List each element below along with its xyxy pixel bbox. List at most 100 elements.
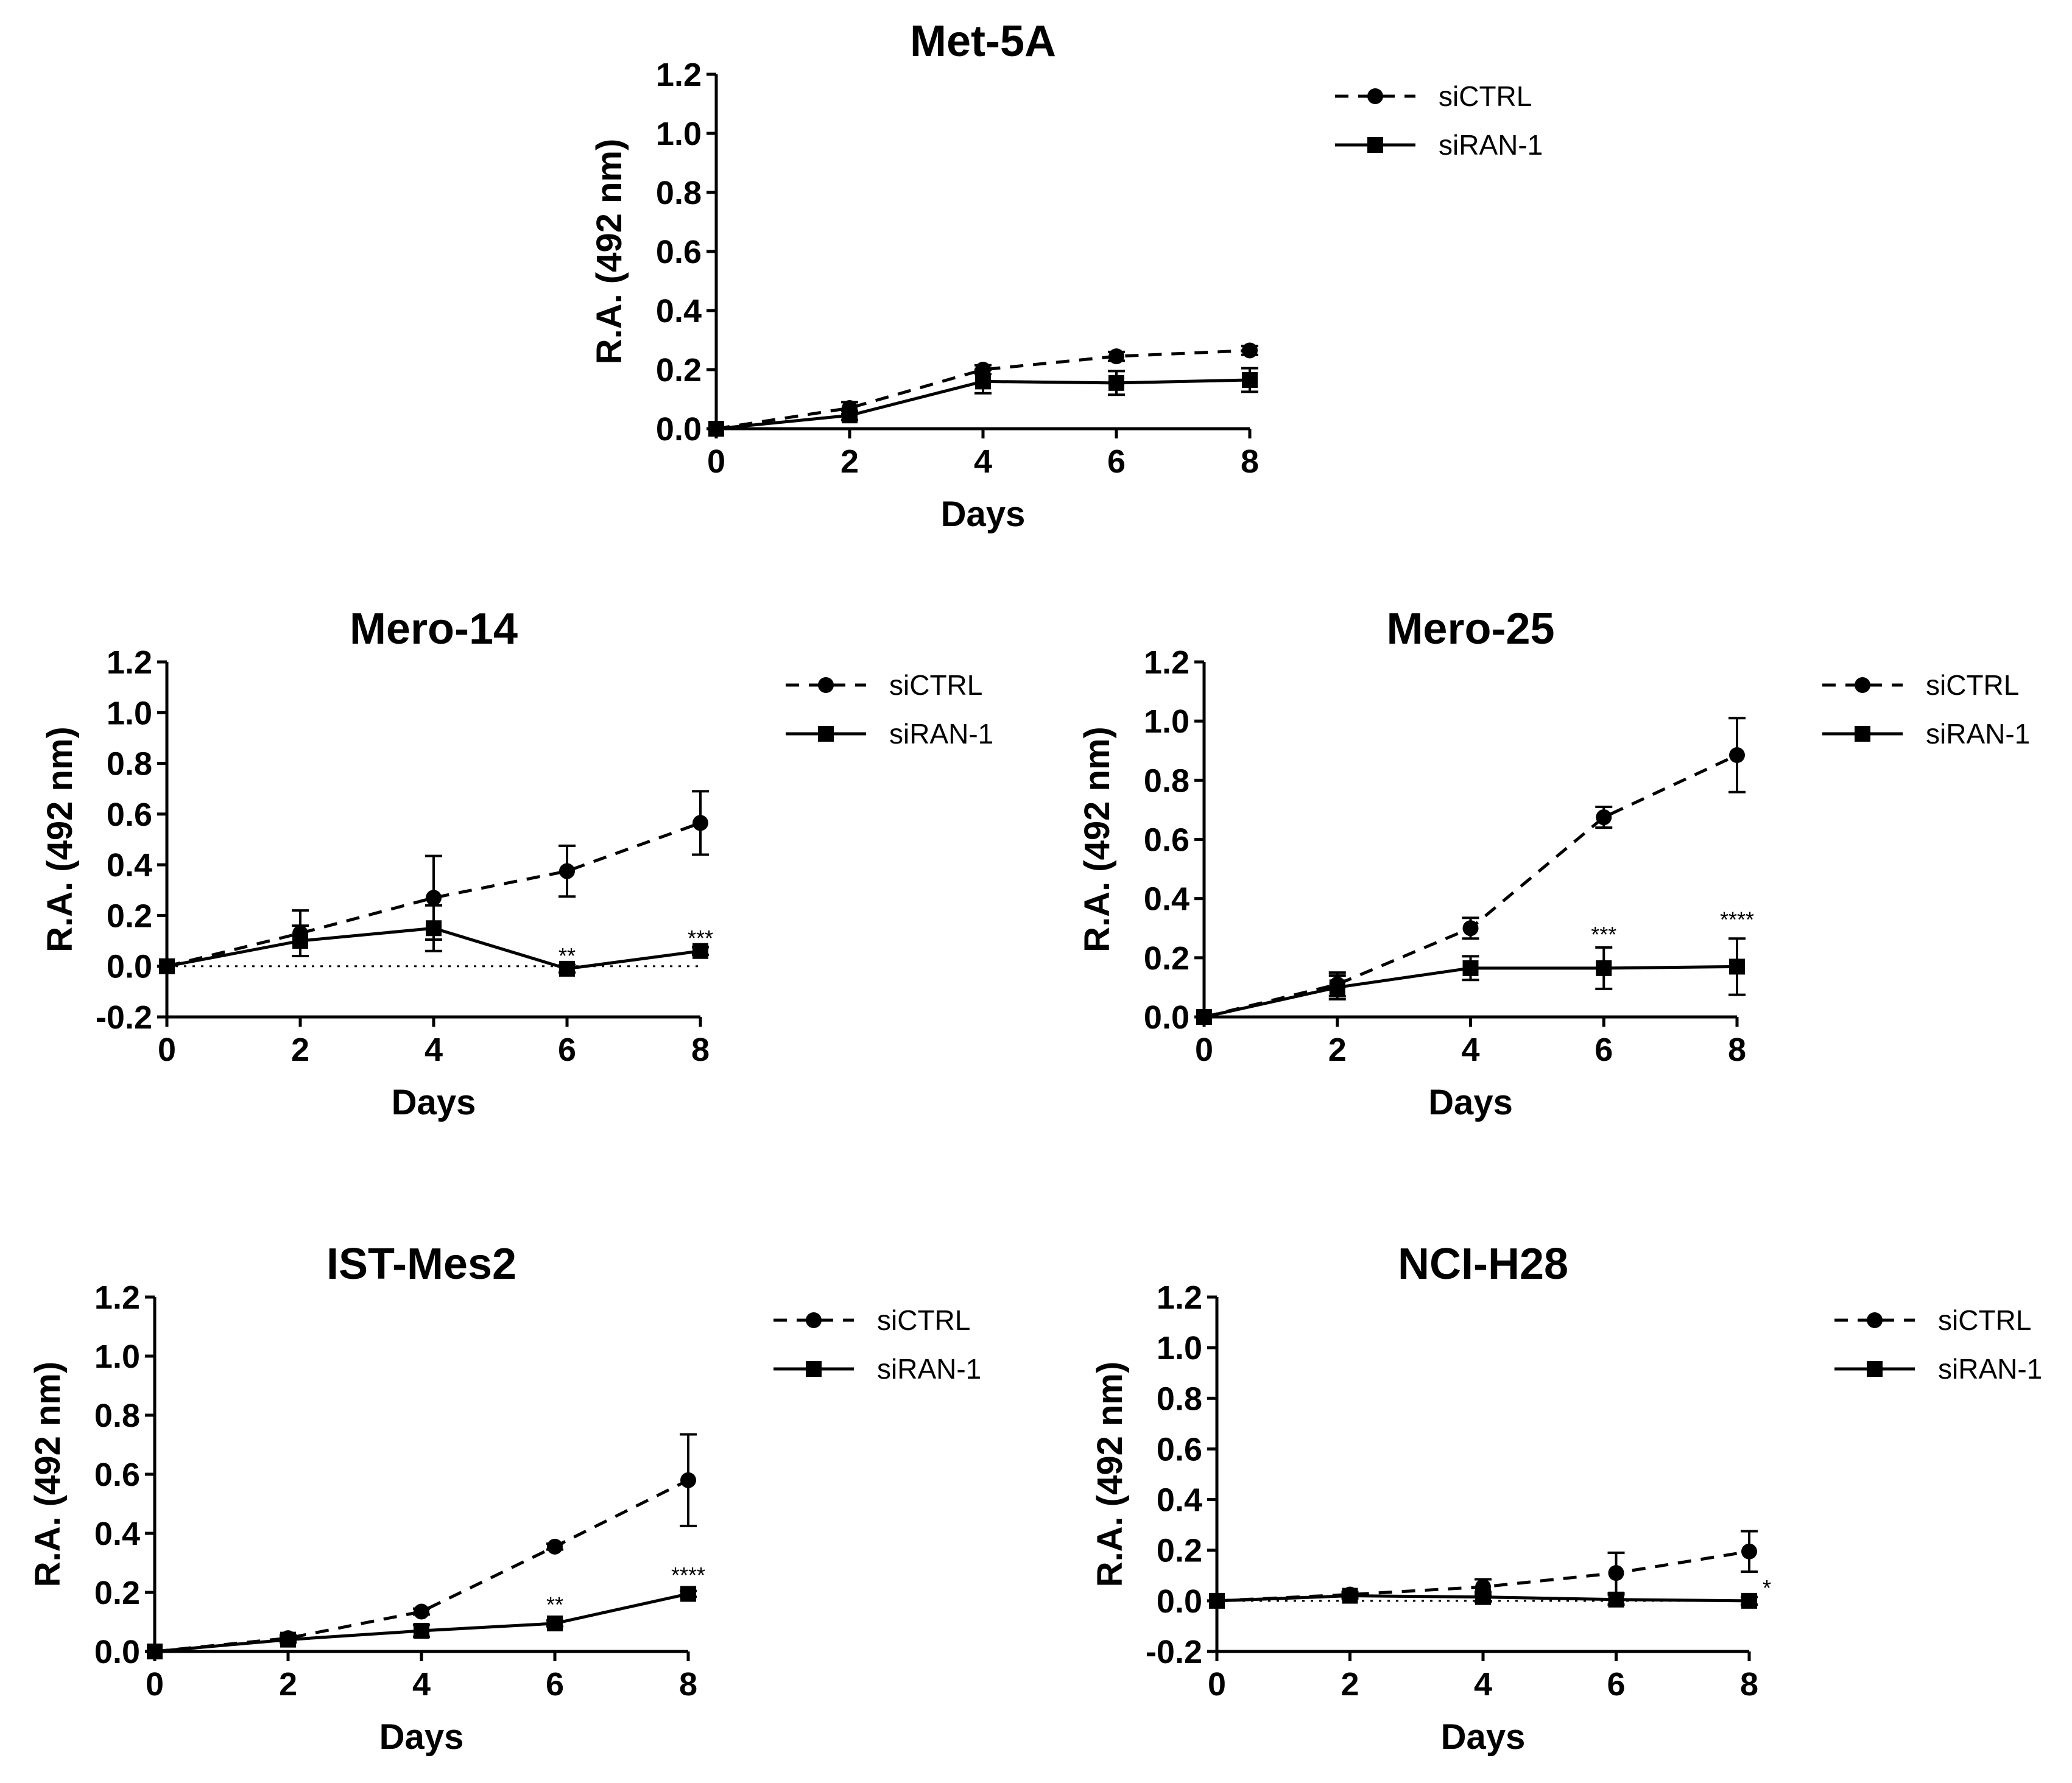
legend-marker (1867, 1312, 1883, 1328)
x-tick-label: 0 (1208, 1666, 1226, 1703)
data-point (1608, 1591, 1624, 1608)
series-sictrl (1196, 717, 1746, 1025)
series-siran-1 (159, 904, 709, 977)
series-siran-1 (708, 367, 1258, 437)
significance-label: ** (546, 1592, 563, 1617)
panel-mero-14: Mero-14 -0.2 0.0 0.2 0.4 0.6 0.8 1.0 1.2 0 2 4 6 8 Day… (40, 605, 993, 1122)
x-tick-label: 4 (425, 1032, 443, 1068)
legend-marker (818, 726, 834, 742)
data-point (426, 920, 442, 937)
x-tick-label: 6 (1595, 1032, 1613, 1068)
legend-label: siCTRL (877, 1304, 970, 1336)
x-tick-label: 2 (1341, 1666, 1359, 1703)
y-tick-label: 0.4 (1157, 1482, 1202, 1519)
x-tick-label: 4 (412, 1666, 431, 1703)
data-point (1196, 1009, 1212, 1025)
y-tick-label: 0.0 (94, 1634, 140, 1670)
x-tick-label: 4 (1461, 1032, 1479, 1068)
data-point (842, 407, 858, 424)
y-tick-label: -0.2 (96, 999, 152, 1036)
data-point (414, 1623, 429, 1639)
panel-mero-25: Mero-25 0.0 0.2 0.4 0.6 0.8 1.0 1.2 0 2 4 6 8 Days R.A… (1077, 605, 2030, 1122)
significance-label: **** (1720, 907, 1754, 932)
legend-marker (818, 677, 834, 693)
data-point (1608, 1565, 1624, 1581)
y-tick-label: 1.0 (656, 116, 702, 152)
data-point (680, 1472, 696, 1488)
y-tick-label: 1.2 (1144, 644, 1189, 681)
data-point (1596, 960, 1612, 976)
y-tick-label: 0.2 (107, 898, 152, 934)
y-tick-label: 0.2 (656, 352, 702, 389)
legend-label: siRAN-1 (1938, 1353, 2042, 1385)
series-siran-1 (147, 1586, 697, 1659)
y-tick-label: 0.0 (656, 411, 702, 448)
x-tick-label: 0 (707, 443, 725, 480)
y-tick-label: 0.2 (1144, 940, 1189, 977)
y-tick-label: 1.2 (94, 1279, 140, 1316)
data-point (680, 1586, 696, 1602)
data-point (147, 1644, 163, 1659)
chart-title: Met-5A (910, 17, 1056, 66)
legend-marker (1367, 137, 1383, 153)
y-tick-label: 0.4 (656, 293, 702, 329)
y-tick-label: -0.2 (1146, 1634, 1202, 1670)
y-tick-label: 0.8 (1144, 762, 1189, 799)
significance-label: *** (688, 926, 713, 951)
x-tick-label: 8 (679, 1666, 697, 1703)
legend-label: siCTRL (889, 669, 982, 701)
x-tick-label: 2 (279, 1666, 297, 1703)
significance-label: **** (671, 1563, 705, 1588)
data-point (414, 1603, 429, 1620)
legend-label: siRAN-1 (877, 1353, 981, 1385)
y-axis-label: R.A. (492 nm) (590, 139, 629, 365)
legend-marker (1867, 1361, 1883, 1377)
y-tick-label: 0.8 (1157, 1380, 1202, 1417)
y-tick-label: 1.2 (1157, 1279, 1202, 1316)
x-tick-label: 2 (291, 1032, 309, 1068)
x-tick-label: 8 (691, 1032, 710, 1068)
legend: siCTRL siRAN-1 (786, 669, 993, 750)
x-tick-label: 6 (546, 1666, 564, 1703)
y-tick-label: 0.0 (1144, 999, 1189, 1036)
data-point (692, 815, 708, 831)
chart-title: Mero-25 (1386, 605, 1554, 653)
x-tick-label: 8 (1241, 443, 1259, 480)
data-point (559, 863, 575, 879)
x-tick-label: 6 (1107, 443, 1126, 480)
legend: siCTRL siRAN-1 (1335, 80, 1543, 161)
data-point (1209, 1592, 1225, 1609)
series-line (154, 1479, 689, 1653)
legend-label: siCTRL (1926, 669, 2019, 701)
series-line (716, 348, 1250, 431)
legend-marker (1367, 88, 1383, 104)
data-point (1462, 960, 1479, 976)
legend: siCTRL siRAN-1 (1834, 1304, 2042, 1385)
x-tick-label: 6 (1607, 1666, 1625, 1703)
y-tick-label: 0.4 (107, 847, 152, 884)
x-axis-label: Days (1441, 1717, 1526, 1757)
y-tick-label: 0.4 (94, 1516, 140, 1552)
x-tick-label: 8 (1728, 1032, 1746, 1068)
y-tick-label: 0.8 (94, 1398, 140, 1434)
data-point (1108, 375, 1124, 391)
y-tick-label: 1.0 (1144, 703, 1189, 740)
y-axis-label: R.A. (492 nm) (1090, 1362, 1130, 1588)
y-tick-label: 0.6 (1144, 822, 1189, 859)
data-point (1729, 958, 1745, 975)
y-tick-label: 0.8 (656, 175, 702, 211)
data-point (547, 1538, 563, 1555)
data-point (1108, 348, 1124, 365)
legend-marker (1855, 726, 1870, 742)
data-point (1475, 1589, 1491, 1605)
legend-label: siCTRL (1938, 1304, 2031, 1336)
data-point (692, 943, 708, 959)
series-siran-1 (1209, 1588, 1758, 1609)
chart-title: Mero-14 (350, 605, 518, 653)
y-axis-label: R.A. (492 nm) (1077, 726, 1117, 952)
data-point (1242, 371, 1258, 388)
legend-label: siRAN-1 (1439, 129, 1543, 161)
x-tick-label: 0 (1195, 1032, 1213, 1068)
data-point (1729, 747, 1745, 764)
